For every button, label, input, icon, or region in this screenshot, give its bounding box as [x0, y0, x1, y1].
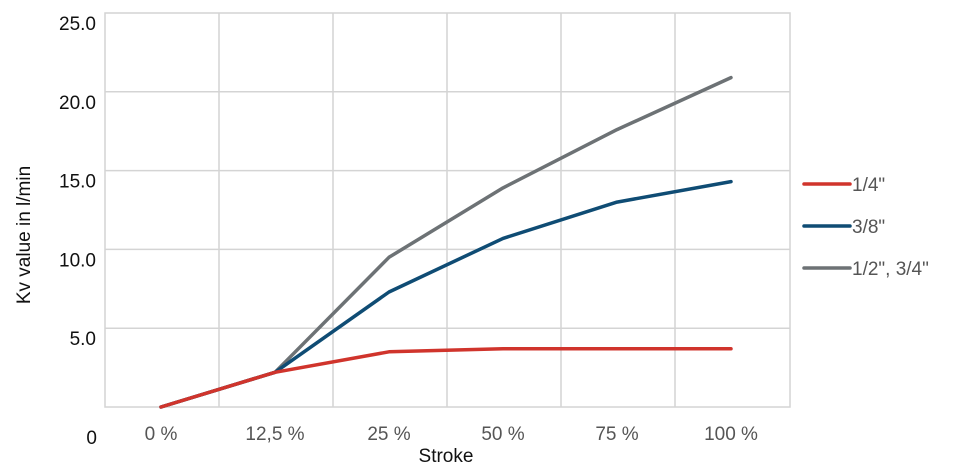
- x-tick-label: 75 %: [595, 424, 638, 445]
- legend-label: 1/4": [852, 175, 885, 196]
- y-axis-ticks: 0 5.0 10.0 15.0 20.0 25.0: [59, 14, 97, 449]
- x-tick-label: 0 %: [145, 424, 178, 445]
- y-tick-label: 25.0: [59, 14, 96, 35]
- x-axis-label: Stroke: [419, 446, 474, 466]
- y-tick-label: 0: [86, 428, 97, 449]
- y-tick-label: 5.0: [70, 329, 96, 350]
- series-lines: [159, 75, 733, 409]
- x-tick-label: 25 %: [367, 424, 410, 445]
- series-line: [159, 75, 733, 409]
- y-tick-label: 20.0: [59, 93, 96, 114]
- y-axis-label: Kv value in l/min: [14, 166, 35, 304]
- x-axis-ticks: 0 % 12,5 % 25 % 50 % 75 % 100 %: [145, 424, 758, 445]
- y-tick-label: 10.0: [59, 250, 96, 271]
- series-line: [159, 346, 733, 409]
- grid: [104, 12, 791, 408]
- y-tick-label: 15.0: [59, 172, 96, 193]
- series-line: [159, 179, 733, 409]
- legend-label: 1/2", 3/4": [852, 259, 929, 280]
- x-tick-label: 50 %: [481, 424, 524, 445]
- x-tick-label: 100 %: [704, 424, 758, 445]
- x-tick-label: 12,5 %: [245, 424, 304, 445]
- legend: 1/4" 3/8" 1/2", 3/4": [802, 175, 929, 280]
- legend-label: 3/8": [852, 217, 885, 238]
